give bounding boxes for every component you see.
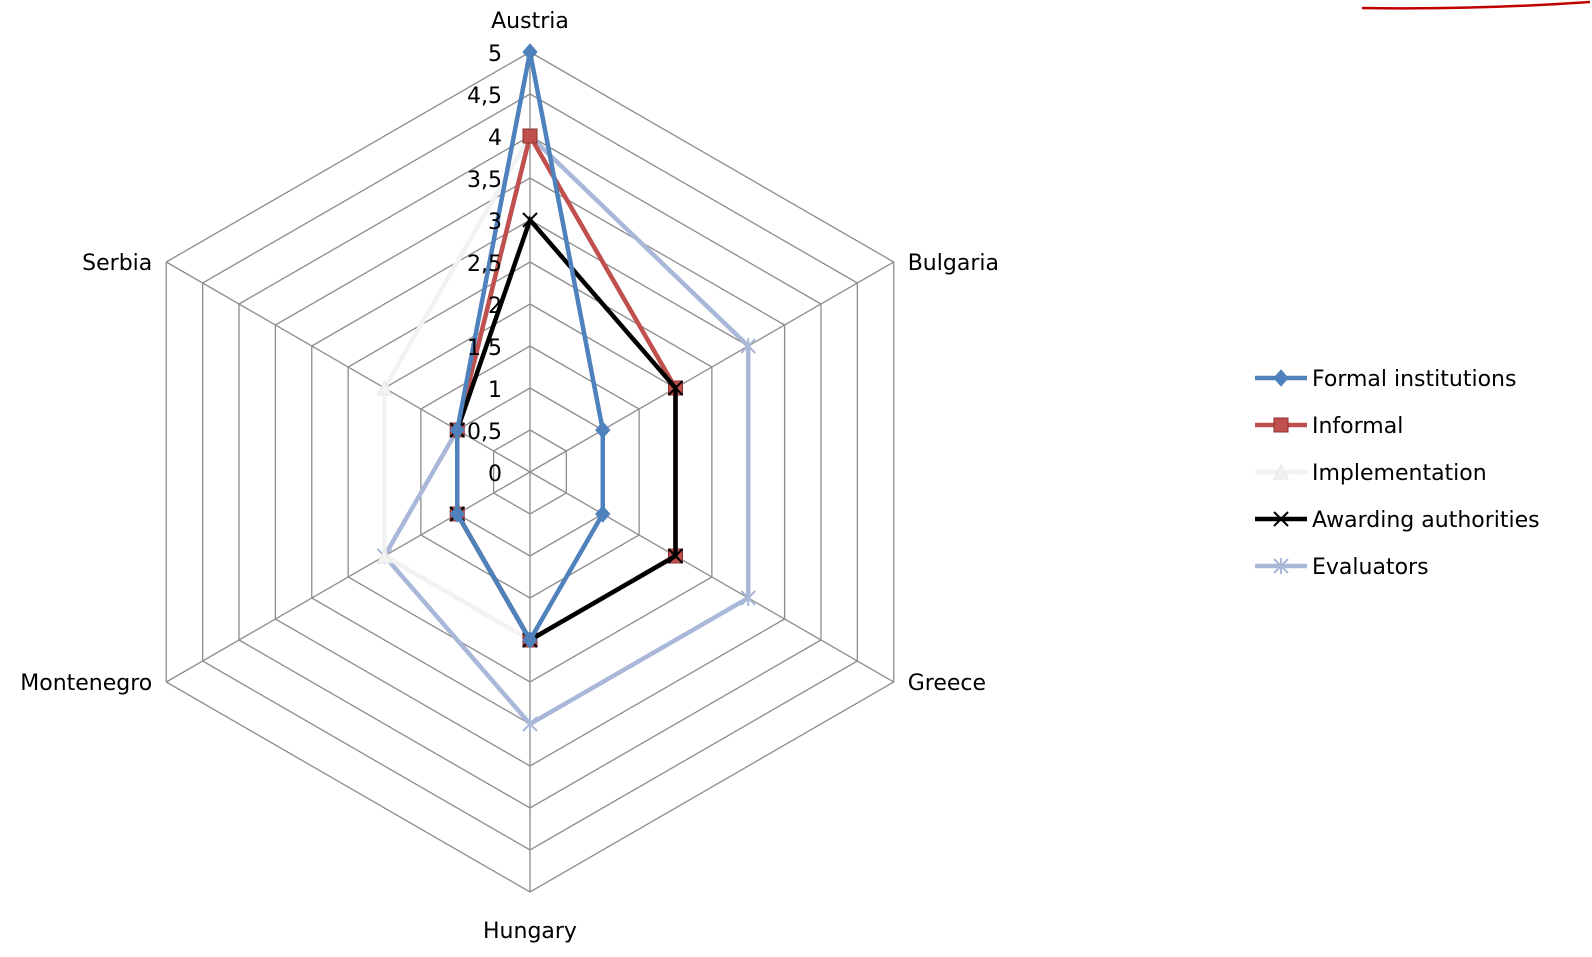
series-evaluators [376, 128, 756, 732]
data-point [1273, 417, 1289, 433]
data-point [522, 43, 538, 61]
data-point [522, 212, 538, 228]
tick-label: 1,5 [467, 336, 502, 361]
data-point [1273, 511, 1289, 527]
series-informal [449, 128, 683, 648]
tick-label: 4,5 [467, 84, 502, 109]
radar-grid [165, 51, 895, 893]
category-label: Greece [908, 671, 986, 696]
tick-label: 4 [488, 126, 502, 151]
grid-spoke [529, 471, 895, 683]
legend-label: Formal institutions [1312, 367, 1516, 392]
data-point [522, 128, 538, 144]
corner-swoosh [1361, 0, 1591, 10]
category-labels: Austria Bulgaria Greece Hungary Montenegro Se… [20, 9, 999, 944]
data-point [740, 338, 756, 354]
tick-label: 2,5 [467, 252, 502, 277]
tick-label: 0 [488, 462, 502, 487]
category-label: Hungary [483, 919, 577, 944]
data-point [740, 590, 756, 606]
data-point [1273, 369, 1289, 387]
legend-label: Awarding authorities [1312, 508, 1540, 533]
legend-label: Implementation [1312, 461, 1487, 486]
legend-item: Implementation [1255, 461, 1487, 486]
category-label: Austria [491, 9, 569, 34]
tick-label: 0,5 [467, 420, 502, 445]
category-label: Bulgaria [908, 251, 999, 276]
data-point [595, 421, 611, 439]
data-point [1273, 558, 1289, 574]
legend-label: Evaluators [1312, 555, 1429, 580]
data-point [595, 505, 611, 523]
legend-item: Formal institutions [1255, 367, 1516, 392]
legend-label: Informal [1312, 414, 1403, 439]
data-point [376, 379, 393, 396]
legend-item: Informal [1255, 414, 1403, 439]
series-formal-institutions [449, 43, 611, 649]
tick-label: 3,5 [467, 168, 502, 193]
legend-item: Evaluators [1255, 555, 1429, 580]
grid-spoke [165, 261, 531, 473]
series-line [381, 131, 751, 727]
tick-label: 2 [488, 294, 502, 319]
legend-item: Awarding authorities [1255, 508, 1540, 533]
series-layer [376, 43, 756, 732]
data-point [449, 505, 465, 523]
grid-spoke [165, 471, 531, 683]
legend: Formal institutions Informal Implementatio… [1255, 367, 1540, 580]
category-label: Montenegro [20, 671, 152, 696]
data-point [376, 547, 393, 564]
data-point [449, 421, 465, 439]
tick-label: 3 [488, 210, 502, 235]
tick-labels: 0 0,5 1 1,5 2 2,5 3 3,5 4 4,5 5 [467, 42, 502, 487]
grid-spoke [529, 261, 895, 473]
data-point [667, 380, 684, 396]
tick-label: 5 [488, 42, 502, 67]
tick-label: 1 [488, 378, 502, 403]
data-point [667, 548, 684, 564]
category-label: Serbia [82, 251, 152, 276]
data-point [1273, 463, 1289, 480]
data-point [522, 716, 538, 732]
data-point [522, 631, 538, 649]
